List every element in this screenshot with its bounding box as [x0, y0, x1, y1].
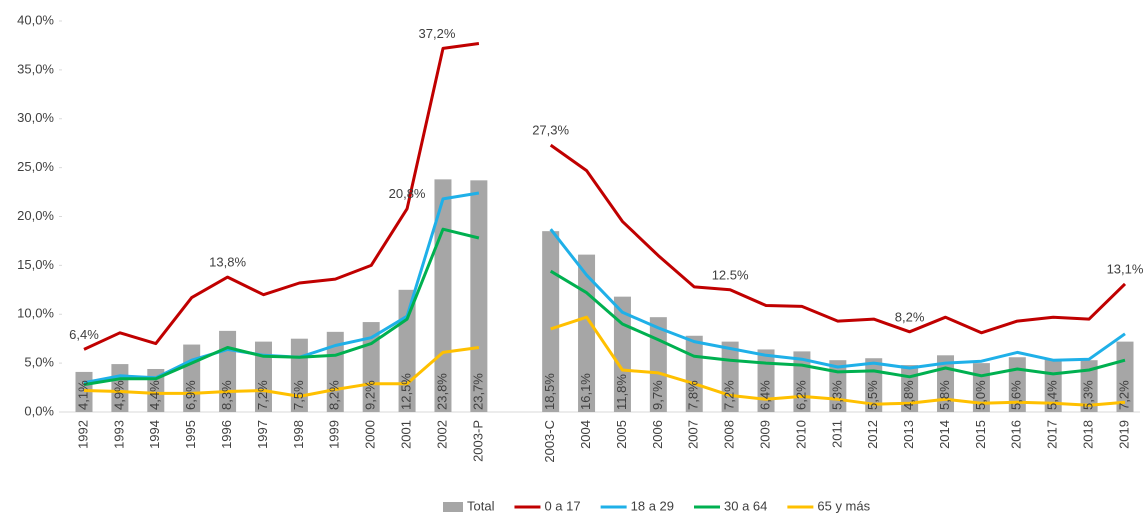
x-tick-label: 2005	[614, 420, 629, 449]
x-tick-label: 2002	[434, 420, 449, 449]
x-tick-label: 2006	[650, 420, 665, 449]
line-value-label: 37,2%	[419, 26, 456, 41]
y-tick-label: 5,0%	[24, 355, 54, 370]
legend-swatch	[443, 502, 463, 512]
line-value-label: 27,3%	[532, 123, 569, 138]
y-tick-label: 10,0%	[17, 306, 54, 321]
x-tick-label: 1996	[219, 420, 234, 449]
bar-value-label: 5,5%	[865, 380, 880, 410]
bar	[254, 341, 272, 412]
line-value-label: 13,1%	[1107, 261, 1143, 276]
x-tick-label: 2010	[793, 420, 808, 449]
bar-value-label: 16,1%	[578, 373, 593, 410]
bar-value-label: 7,5%	[291, 380, 306, 410]
line	[83, 227, 1126, 387]
y-tick-label: 35,0%	[17, 61, 54, 76]
bar-value-label: 7,2%	[1116, 380, 1131, 410]
x-tick-label: 1994	[147, 420, 162, 449]
bar-value-label: 4,1%	[75, 380, 90, 410]
bar	[757, 349, 775, 412]
line-value-label: 20,8%	[389, 186, 426, 201]
x-tick-label: 2015	[973, 420, 988, 449]
line-value-label: 12.5%	[712, 267, 749, 282]
y-tick-label: 30,0%	[17, 110, 54, 125]
bar	[1116, 341, 1134, 412]
bar	[578, 254, 596, 412]
x-tick-label: 1992	[75, 420, 90, 449]
x-tick-label: 1997	[255, 420, 270, 449]
line	[83, 315, 1126, 407]
x-tick-label: 2017	[1045, 420, 1060, 449]
bar-value-label: 5,8%	[937, 380, 952, 410]
bar-value-label: 9,2%	[363, 380, 378, 410]
y-tick-label: 25,0%	[17, 159, 54, 174]
x-tick-label: 2001	[399, 420, 414, 449]
bar-value-label: 4,8%	[901, 380, 916, 410]
bar-value-label: 5,4%	[1045, 380, 1060, 410]
line-value-label: 8,2%	[895, 309, 925, 324]
legend-label: Total	[467, 498, 495, 513]
bar-value-label: 4,9%	[111, 380, 126, 410]
x-tick-label: 1993	[111, 420, 126, 449]
x-tick-label: 2019	[1116, 420, 1131, 449]
x-tick-label: 2012	[865, 420, 880, 449]
x-tick-label: 2013	[901, 420, 916, 449]
legend-label: 18 a 29	[631, 498, 674, 513]
bar-value-label: 23,8%	[434, 373, 449, 410]
bar-value-label: 9,7%	[650, 380, 665, 410]
bar	[326, 331, 344, 412]
y-tick-label: 20,0%	[17, 208, 54, 223]
legend-label: 30 a 64	[724, 498, 767, 513]
x-tick-label: 2007	[686, 420, 701, 449]
bar	[542, 231, 560, 412]
x-tick-label: 2000	[363, 420, 378, 449]
bar-value-label: 5,0%	[973, 380, 988, 410]
y-tick-label: 15,0%	[17, 257, 54, 272]
legend-label: 0 a 17	[544, 498, 580, 513]
bar-value-label: 6,4%	[757, 380, 772, 410]
x-tick-label: 2004	[578, 420, 593, 449]
bar-value-label: 4,4%	[147, 380, 162, 410]
bar-value-label: 23,7%	[470, 373, 485, 410]
bar-value-label: 5,3%	[829, 380, 844, 410]
x-tick-label: 2016	[1009, 420, 1024, 449]
x-tick-label: 2003-C	[542, 420, 557, 463]
y-tick-label: 0,0%	[24, 403, 54, 418]
x-tick-label: 1995	[183, 420, 198, 449]
bar-value-label: 8,3%	[219, 380, 234, 410]
bar	[1080, 360, 1098, 412]
x-tick-label: 2014	[937, 420, 952, 449]
bar-value-label: 6,9%	[183, 380, 198, 410]
bar-value-label: 11,8%	[614, 374, 629, 410]
line	[83, 191, 1126, 385]
bar-value-label: 5,6%	[1009, 380, 1024, 410]
bar-value-label: 18,5%	[542, 373, 557, 410]
legend: Total 0 a 17 18 a 29 30 a 64 65 y más	[443, 498, 871, 513]
legend-label: 65 y más	[817, 498, 870, 513]
line-value-label: 13,8%	[209, 255, 246, 270]
bar-value-label: 7,2%	[255, 380, 270, 410]
bar-value-label: 6,2%	[793, 380, 808, 410]
bar-value-label: 7,8%	[686, 380, 701, 410]
line-value-label: 6,4%	[69, 327, 99, 342]
line	[83, 42, 1127, 351]
bar-value-label: 12,5%	[399, 373, 414, 410]
bar-value-label: 5,3%	[1081, 380, 1096, 410]
x-tick-label: 2008	[722, 420, 737, 449]
bar-value-label: 7,2%	[722, 380, 737, 410]
y-tick-label: 40,0%	[17, 12, 54, 27]
x-tick-label: 2018	[1081, 420, 1096, 449]
x-tick-label: 1998	[291, 420, 306, 449]
x-tick-label: 2011	[829, 420, 844, 448]
x-tick-label: 1999	[327, 420, 342, 449]
bar-value-label: 8,2%	[327, 380, 342, 410]
x-tick-label: 2009	[757, 420, 772, 449]
x-tick-label: 2003-P	[470, 420, 485, 462]
